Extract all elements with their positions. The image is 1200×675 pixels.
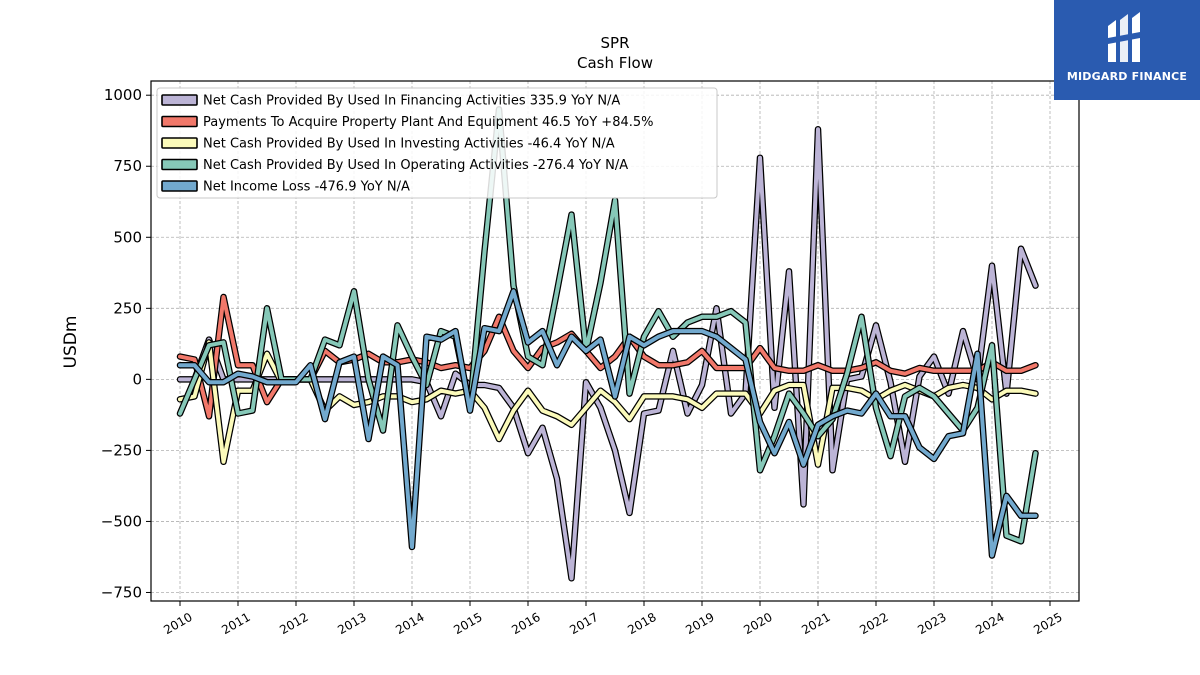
x-tick-label: 2024 <box>973 610 1006 637</box>
legend-box <box>156 87 718 199</box>
legend-swatch <box>161 180 198 192</box>
y-tick-label: 500 <box>113 228 142 246</box>
legend-label: Net Cash Provided By Used In Financing A… <box>203 94 620 109</box>
x-tick-label: 2013 <box>335 610 368 637</box>
x-tick-label: 2020 <box>741 610 774 637</box>
logo: MIDGARD FINANCE <box>1054 0 1200 100</box>
legend-swatch <box>161 158 198 171</box>
legend-label: Payments To Acquire Property Plant And E… <box>203 115 654 130</box>
x-tick-label: 2018 <box>625 610 658 637</box>
x-tick-label: 2019 <box>683 610 716 637</box>
legend-swatch <box>161 94 198 106</box>
plot-frame <box>150 80 1080 602</box>
legend-swatch <box>161 137 198 149</box>
legend-label: Net Cash Provided By Used In Investing A… <box>203 137 615 152</box>
x-tick-label: 2025 <box>1031 610 1064 637</box>
series-line <box>178 127 1038 581</box>
legend: Net Cash Provided By Used In Financing A… <box>156 87 718 199</box>
legend-label: Net Income Loss -476.9 YoY N/A <box>203 180 410 195</box>
x-tick-label: 2014 <box>393 610 426 637</box>
x-tick-label: 2016 <box>509 610 542 637</box>
y-tick-label: 750 <box>113 157 142 175</box>
legend-swatch <box>161 115 198 128</box>
x-tick-label: 2017 <box>567 610 600 637</box>
x-tick-label: 2010 <box>161 610 194 637</box>
y-tick-label: 250 <box>113 299 142 317</box>
logo-text: MIDGARD FINANCE <box>1066 70 1188 83</box>
x-tick-label: 2021 <box>799 610 832 637</box>
y-tick-label: −250 <box>101 441 142 459</box>
x-tick-label: 2015 <box>451 610 484 637</box>
y-tick-label: 1000 <box>104 86 142 104</box>
series-layer <box>176 106 1039 582</box>
x-tick-label: 2022 <box>857 610 890 637</box>
x-tick-label: 2012 <box>277 610 310 637</box>
series-line <box>178 289 1038 558</box>
logo-mark-icon <box>1108 12 1140 62</box>
y-axis-label: USDm <box>61 316 81 369</box>
x-tick-label: 2023 <box>915 610 948 637</box>
y-tick-label: −750 <box>101 583 142 601</box>
y-tick-label: −500 <box>101 512 142 530</box>
chart-subtitle: Cash Flow <box>577 54 653 72</box>
legend-label: Net Cash Provided By Used In Operating A… <box>203 158 628 173</box>
x-axis: 2010 2011 2012 2013 2014 2015 2016 2017 2018 2019… <box>161 601 1065 637</box>
y-axis: 1000 750 500 250 0 −250 −500 −750 <box>101 86 151 601</box>
y-tick-label: 0 <box>132 370 142 388</box>
series-line <box>178 107 1038 544</box>
chart-title: SPR <box>601 34 630 52</box>
x-tick-label: 2011 <box>219 610 252 637</box>
